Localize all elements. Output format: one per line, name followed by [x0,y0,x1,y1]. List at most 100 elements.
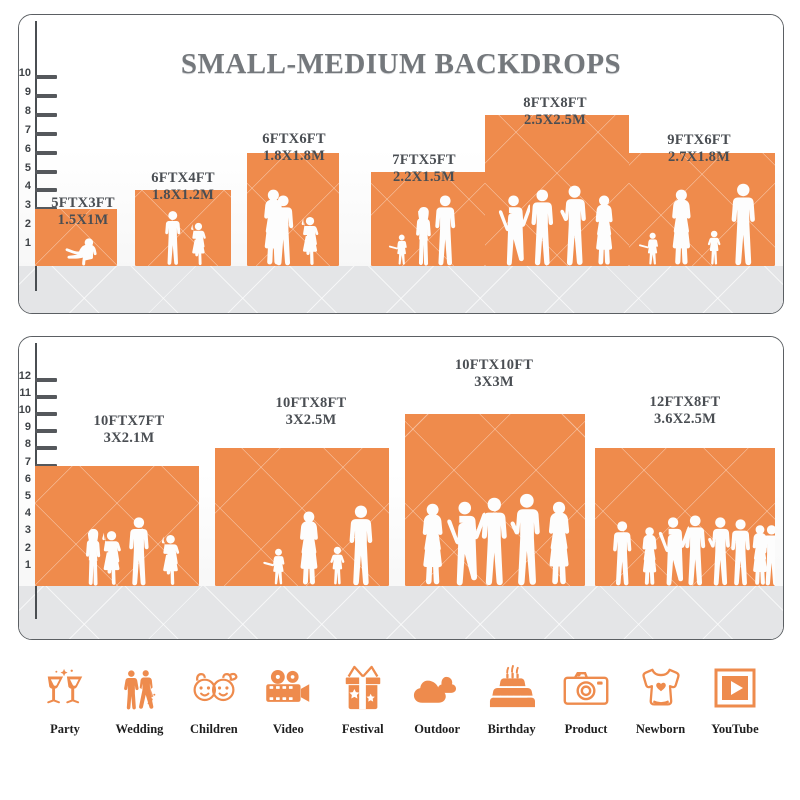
video-camera-icon [260,660,316,716]
category-label: YouTube [711,722,759,736]
y-tick-4 [35,188,57,193]
y-tick-11 [35,394,57,399]
figure-group [595,448,775,586]
page-title: SMALL-MEDIUM BACKDROPS [180,48,622,80]
y-tick-10 [35,75,57,79]
y-tick-label-7: 7 [24,123,31,136]
y-tick-label-2: 2 [24,218,31,231]
y-tick-8 [35,112,57,117]
figure-group [371,172,485,267]
y-tick-9 [35,93,57,98]
bar-label-feet: 6FTX4FT [151,170,215,186]
bar-label-feet: 10FTX7FT [93,413,165,429]
small-medium-backdrops-panel: SMALL-MEDIUM BACKDROPS 1 2 3 4 5 6 7 8 9 10 5FTX3… [18,14,784,314]
category-item-newborn[interactable]: Newborn [624,660,698,737]
y-tick-label-3: 3 [24,524,31,537]
category-item-children[interactable]: Children [177,660,251,737]
category-item-product[interactable]: Product [549,660,623,737]
bar-label-10FTX7FT: 10FTX7FT 3X2.1M [59,413,199,447]
category-icon-strip: Party Wedding [10,660,790,760]
y-tick-label-8: 8 [24,438,31,451]
gift-box-icon [335,660,391,716]
y-tick-8 [35,446,57,451]
bar-diagonal-pattern [135,190,231,266]
bar-12FTX8FT[interactable] [595,448,775,586]
bar-8FTX8FT[interactable] [485,114,629,266]
bar-label-feet: 12FTX8FT [649,394,721,410]
y-tick-label-8: 8 [24,104,31,117]
bar-6FTX6FT[interactable] [247,152,339,266]
category-label: Newborn [635,722,686,736]
bar-label-6FTX4FT: 6FTX4FT 1.8X1.2M [127,170,239,204]
cloud-outdoor-icon [409,660,465,716]
category-label: Outdoor [414,722,461,736]
bar-label-7FTX5FT: 7FTX5FT 2.2X1.5M [364,152,484,186]
category-label: Wedding [115,722,164,736]
bar-label-6FTX6FT: 6FTX6FT 1.8X1.8M [239,131,349,165]
bar-label-12FTX8FT: 12FTX8FT 3.6X2.5M [605,394,765,428]
bar-10FTX8FT[interactable] [215,448,389,586]
floor-area [19,266,783,313]
y-tick-7 [35,131,57,136]
y-tick-5 [35,169,57,174]
y-tick-label-9: 9 [24,85,31,98]
bar-label-meters: 2.5X2.5M [523,112,586,128]
birthday-cake-icon [484,660,540,716]
floor-pattern [19,266,783,313]
figure-group [135,190,231,266]
figure-group [405,414,585,586]
category-item-wedding[interactable]: Wedding [102,660,176,737]
bar-label-feet: 5FTX3FT [51,195,115,211]
floor-area [19,586,783,639]
category-label: Children [190,722,238,736]
figure-group [247,153,339,266]
bar-10FTX7FT[interactable] [35,465,199,586]
y-tick-label-5: 5 [24,490,31,502]
bar-label-feet: 10FTX8FT [275,395,347,411]
party-glasses-icon [37,660,93,716]
category-item-festival[interactable]: Festival [326,660,400,737]
bar-9FTX6FT[interactable] [629,152,775,266]
y-tick-label-6: 6 [24,142,31,155]
y-tick-label-12: 12 [18,369,31,382]
y-tick-label-2: 2 [24,541,31,554]
y-tick-label-7: 7 [24,455,31,468]
y-tick-label-4: 4 [24,507,31,520]
youtube-play-icon [707,660,763,716]
y-tick-6 [35,150,57,155]
category-item-outdoor[interactable]: Outdoor [400,660,474,737]
y-tick-label-1: 1 [24,237,31,250]
category-item-birthday[interactable]: Birthday [475,660,549,737]
y-tick-label-1: 1 [24,558,31,571]
bar-diagonal-pattern [247,152,339,266]
bar-6FTX4FT[interactable] [135,190,231,266]
bar-label-10FTX8FT: 10FTX8FT 3X2.5M [241,395,381,429]
category-label: Festival [341,722,384,736]
children-faces-icon [186,660,242,716]
y-tick-9 [35,429,57,434]
figure-group [629,153,775,266]
y-tick-label-5: 5 [24,161,31,174]
bar-label-8FTX8FT: 8FTX8FT 2.5X2.5M [479,95,631,129]
floor-pattern [19,586,783,639]
bar-5FTX3FT[interactable] [35,209,117,266]
bar-label-meters: 1.8X1.2M [151,187,214,203]
figure-group [485,115,629,266]
category-item-youtube[interactable]: YouTube [698,660,772,737]
bar-label-meters: 1.8X1.8M [262,148,325,164]
category-item-party[interactable]: Party [28,660,102,737]
bar-label-feet: 10FTX10FT [454,357,534,373]
category-label: Birthday [487,722,536,736]
bar-label-meters: 3X3M [474,374,514,390]
y-tick-label-9: 9 [24,421,31,434]
bar-label-meters: 3.6X2.5M [653,411,716,427]
category-item-video[interactable]: Video [251,660,325,737]
category-label: Product [564,722,608,736]
y-axis-line [35,21,37,291]
bar-7FTX5FT[interactable] [371,171,485,267]
bar-label-10FTX10FT: 10FTX10FT 3X3M [415,357,573,391]
bar-label-feet: 8FTX8FT [523,95,587,111]
bar-10FTX10FT[interactable] [405,414,585,586]
wedding-couple-icon [111,660,167,716]
